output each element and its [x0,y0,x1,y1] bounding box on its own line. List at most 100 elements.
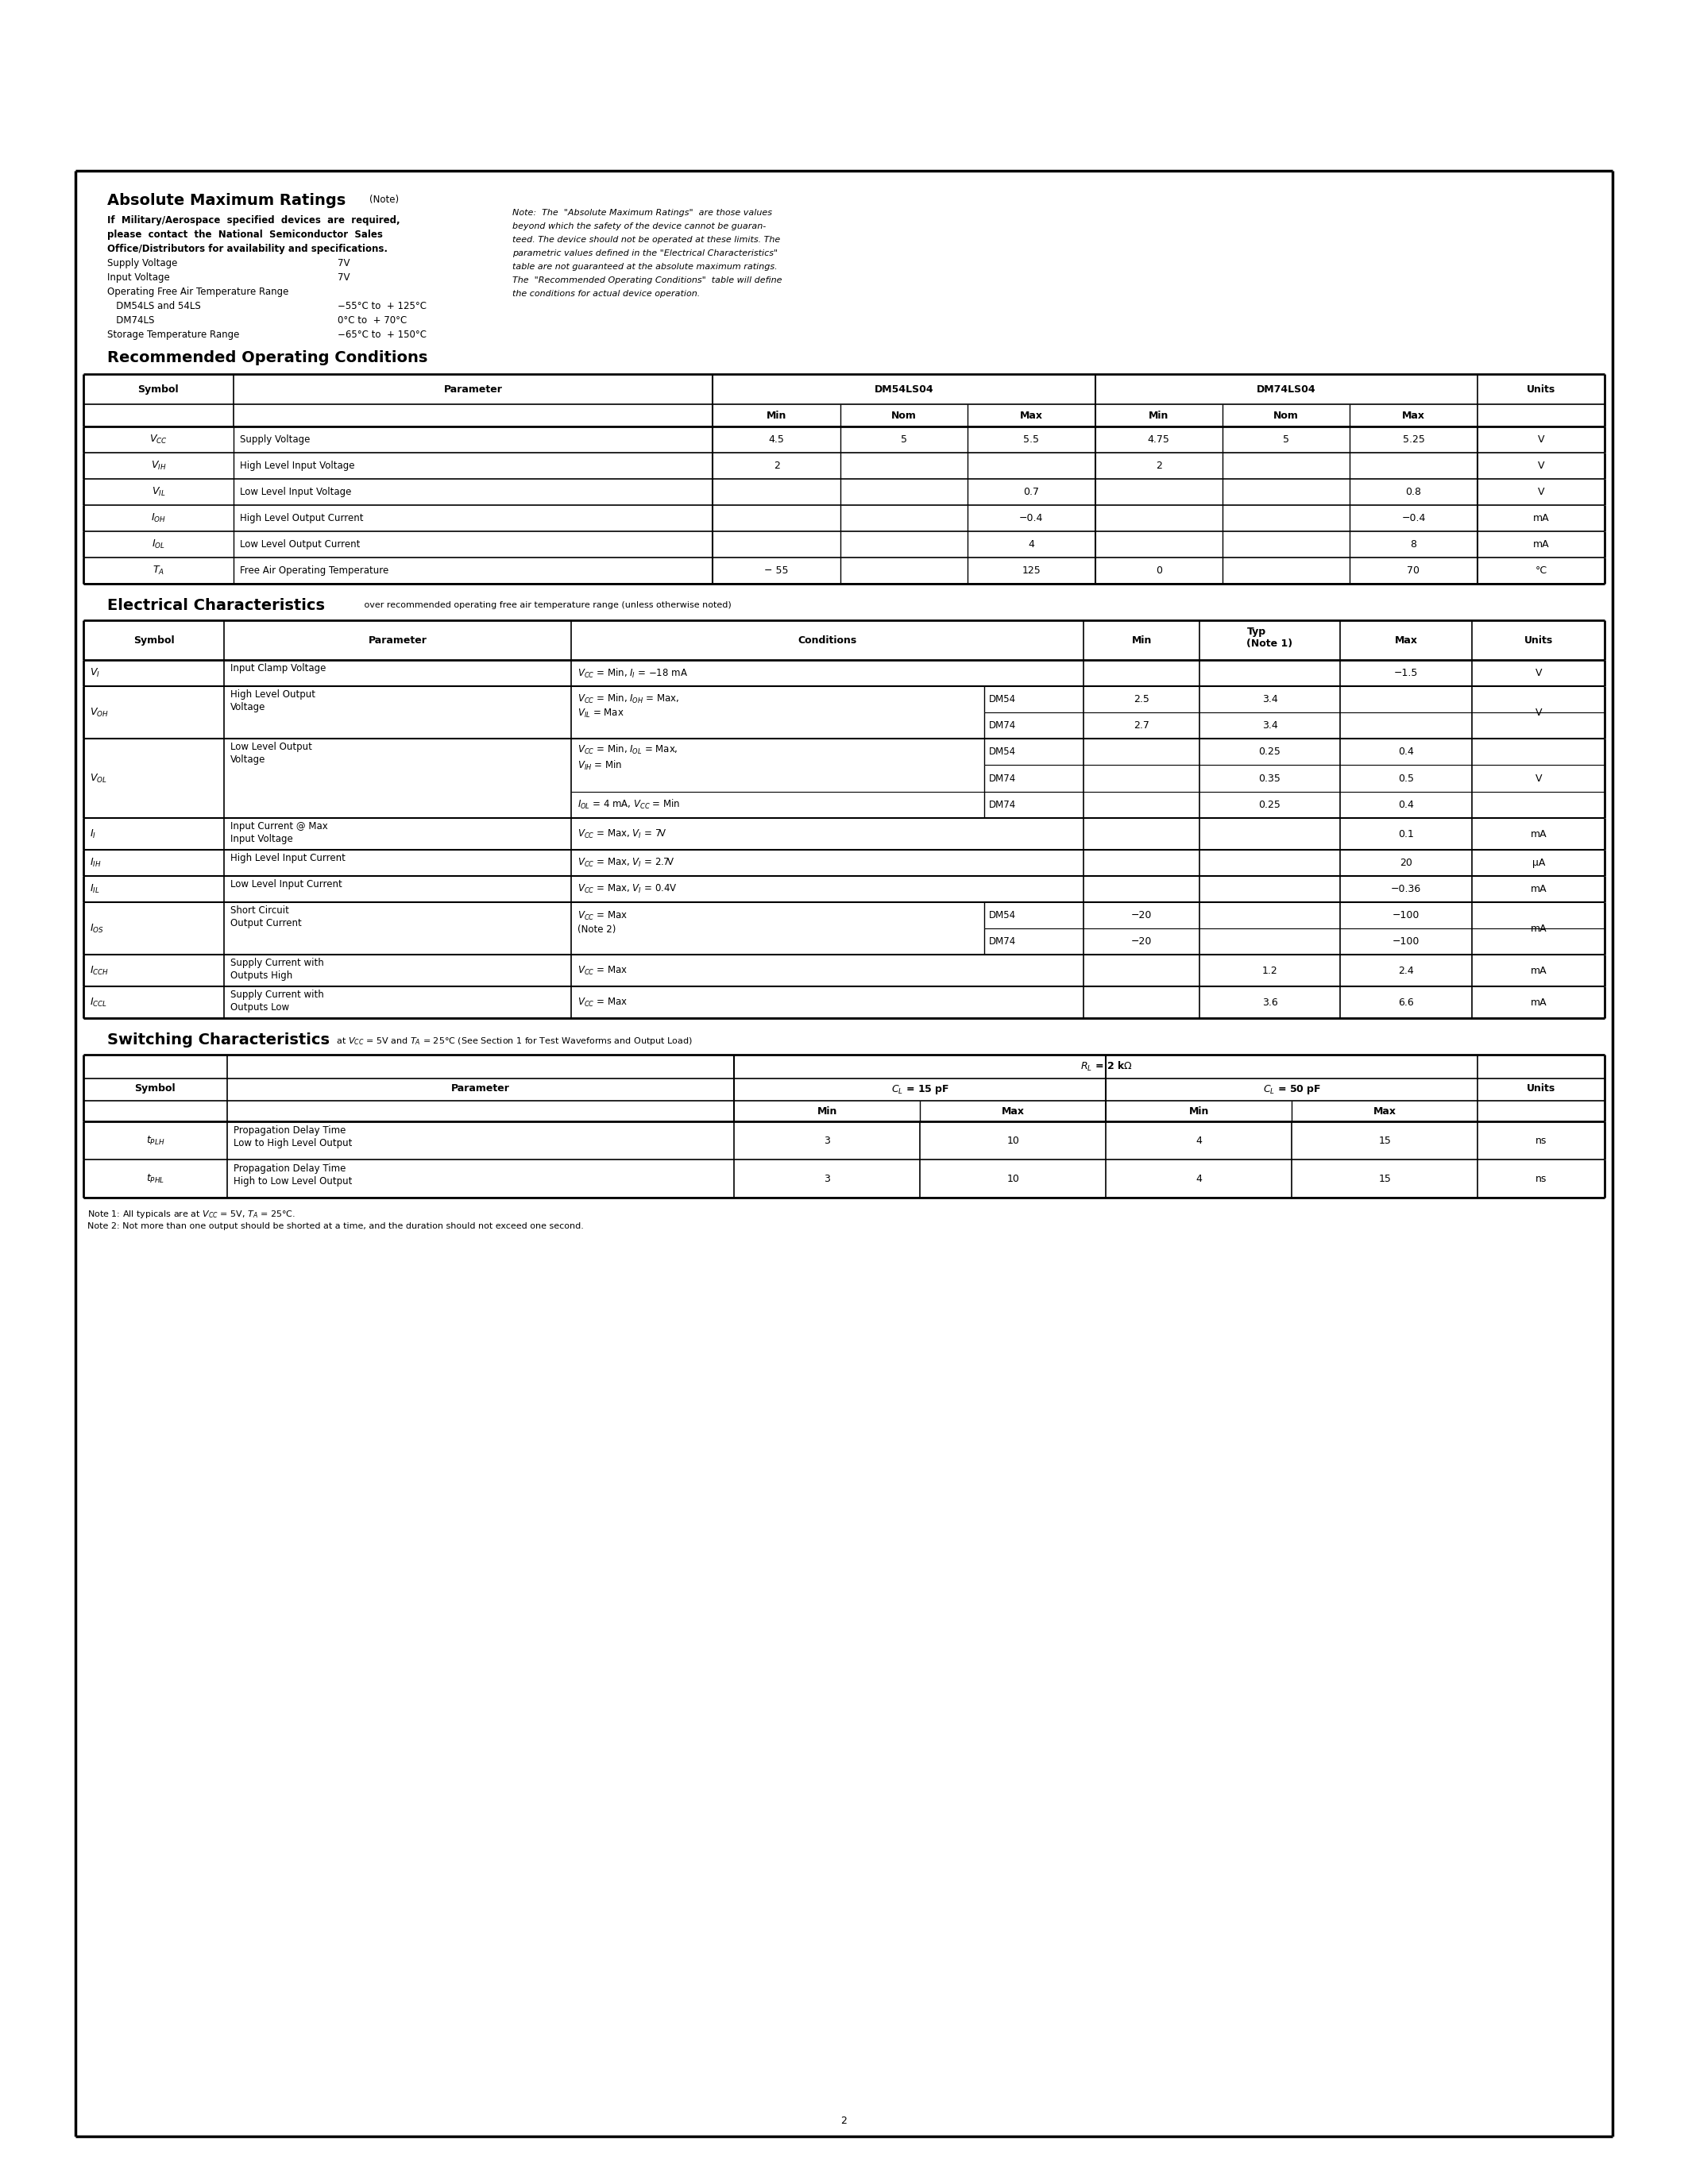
Text: 4: 4 [1195,1173,1202,1184]
Text: 3: 3 [824,1173,830,1184]
Text: $V_{CC}$: $V_{CC}$ [149,435,167,446]
Text: Low Level Input Current: Low Level Input Current [230,880,343,889]
Text: 6.6: 6.6 [1398,998,1415,1007]
Text: Units: Units [1526,384,1555,395]
Text: High Level Output
Voltage: High Level Output Voltage [230,690,316,712]
Text: 15: 15 [1379,1136,1391,1147]
Text: Units: Units [1524,636,1553,644]
Text: $V_{OH}$: $V_{OH}$ [89,705,108,719]
Text: mA: mA [1533,539,1550,550]
Text: 5: 5 [901,435,906,446]
Text: $V_{CC}$ = Max, $V_I$ = 0.4V: $V_{CC}$ = Max, $V_I$ = 0.4V [577,882,677,895]
Text: 125: 125 [1021,566,1041,577]
Text: Input Current @ Max
Input Voltage: Input Current @ Max Input Voltage [230,821,327,845]
Text: Units: Units [1528,1083,1556,1094]
Text: DM54LS and 54LS: DM54LS and 54LS [108,301,201,312]
Text: Max: Max [1001,1105,1025,1116]
Text: DM54: DM54 [989,747,1016,758]
Text: over recommended operating free air temperature range (unless otherwise noted): over recommended operating free air temp… [361,601,731,609]
Text: V: V [1538,461,1545,472]
Text: −65°C to  + 150°C: −65°C to + 150°C [338,330,427,341]
Text: Symbol: Symbol [133,636,174,644]
Text: High Level Output Current: High Level Output Current [240,513,363,524]
Text: Nom: Nom [1273,411,1298,422]
Text: DM54: DM54 [989,695,1016,705]
Text: − 55: − 55 [765,566,788,577]
Text: V: V [1538,435,1545,446]
Text: Min: Min [1188,1105,1209,1116]
Text: $V_{IH}$: $V_{IH}$ [150,461,165,472]
Text: °C: °C [1534,566,1546,577]
Text: $t_{PLH}$: $t_{PLH}$ [145,1133,164,1147]
Text: 2.4: 2.4 [1398,965,1415,976]
Text: Typ
(Note 1): Typ (Note 1) [1247,627,1293,649]
Text: $V_I$: $V_I$ [89,666,100,679]
Text: $I_{IH}$: $I_{IH}$ [89,856,101,869]
Text: Low Level Output
Voltage: Low Level Output Voltage [230,743,312,764]
Text: 3.4: 3.4 [1263,695,1278,705]
Text: 0.7: 0.7 [1023,487,1040,498]
Text: Min: Min [1148,411,1168,422]
Text: $V_{CC}$ = Max
(Note 2): $V_{CC}$ = Max (Note 2) [577,911,628,935]
Text: Max: Max [1403,411,1425,422]
Text: Max: Max [1020,411,1043,422]
Text: 5.25: 5.25 [1403,435,1425,446]
Text: Supply Voltage: Supply Voltage [108,258,177,269]
Text: $R_L$ = 2 k$\Omega$: $R_L$ = 2 k$\Omega$ [1080,1059,1133,1072]
Text: DM54: DM54 [989,911,1016,919]
Text: mA: mA [1531,924,1546,933]
Text: DM74: DM74 [989,937,1016,946]
Text: $V_{IL}$: $V_{IL}$ [152,487,165,498]
Text: at $V_{CC}$ = 5V and $T_A$ = 25°C (See Section 1 for Test Waveforms and Output L: at $V_{CC}$ = 5V and $T_A$ = 25°C (See S… [334,1035,692,1046]
Text: 20: 20 [1399,858,1413,867]
Text: 70: 70 [1408,566,1420,577]
Text: 10: 10 [1006,1136,1020,1147]
Text: −55°C to  + 125°C: −55°C to + 125°C [338,301,427,312]
Text: V: V [1534,708,1541,719]
Text: Recommended Operating Conditions: Recommended Operating Conditions [108,349,427,365]
Text: −100: −100 [1393,937,1420,946]
Text: Short Circuit
Output Current: Short Circuit Output Current [230,906,302,928]
Text: $V_{OL}$: $V_{OL}$ [89,773,106,784]
Text: ns: ns [1536,1136,1546,1147]
Text: μA: μA [1533,858,1545,867]
Text: Absolute Maximum Ratings: Absolute Maximum Ratings [108,192,346,207]
Text: teed. The device should not be operated at these limits. The: teed. The device should not be operated … [513,236,780,245]
Text: $I_{OS}$: $I_{OS}$ [89,922,105,935]
Text: 4: 4 [1028,539,1035,550]
Text: Operating Free Air Temperature Range: Operating Free Air Temperature Range [108,286,289,297]
Text: 10: 10 [1006,1173,1020,1184]
Text: $I_{IL}$: $I_{IL}$ [89,882,100,895]
Text: −0.4: −0.4 [1401,513,1426,524]
Text: ns: ns [1536,1173,1546,1184]
Text: Parameter: Parameter [444,384,503,395]
Text: 0.4: 0.4 [1398,799,1415,810]
Text: 7V: 7V [338,273,349,282]
Text: 5.5: 5.5 [1023,435,1040,446]
Text: the conditions for actual device operation.: the conditions for actual device operati… [513,290,701,297]
Text: 0.25: 0.25 [1259,747,1281,758]
Text: DM74: DM74 [989,721,1016,732]
Text: Free Air Operating Temperature: Free Air Operating Temperature [240,566,388,577]
Text: parametric values defined in the "Electrical Characteristics": parametric values defined in the "Electr… [513,249,778,258]
Text: Switching Characteristics: Switching Characteristics [108,1033,329,1048]
Text: 0.35: 0.35 [1259,773,1281,784]
Text: Symbol: Symbol [138,384,179,395]
Text: Note 2: Not more than one output should be shorted at a time, and the duration s: Note 2: Not more than one output should … [88,1223,584,1230]
Text: $I_{OL}$: $I_{OL}$ [152,539,165,550]
Text: Nom: Nom [891,411,917,422]
Text: 2.7: 2.7 [1134,721,1150,732]
Text: $V_{CC}$ = Min, $I_I$ = −18 mA: $V_{CC}$ = Min, $I_I$ = −18 mA [577,666,689,679]
Text: mA: mA [1533,513,1550,524]
Text: $I_I$: $I_I$ [89,828,96,841]
Text: Min: Min [1131,636,1151,644]
Text: $I_{CCH}$: $I_{CCH}$ [89,965,110,976]
Text: mA: mA [1531,885,1546,893]
Text: High Level Input Voltage: High Level Input Voltage [240,461,354,472]
Text: −20: −20 [1131,911,1153,919]
Text: 3.6: 3.6 [1263,998,1278,1007]
Text: 0.25: 0.25 [1259,799,1281,810]
Text: Note 1: All typicals are at $V_{CC}$ = 5V, $T_A$ = 25°C.: Note 1: All typicals are at $V_{CC}$ = 5… [88,1208,295,1221]
Text: (Note): (Note) [370,194,398,205]
Text: If  Military/Aerospace  specified  devices  are  required,: If Military/Aerospace specified devices … [108,216,400,225]
